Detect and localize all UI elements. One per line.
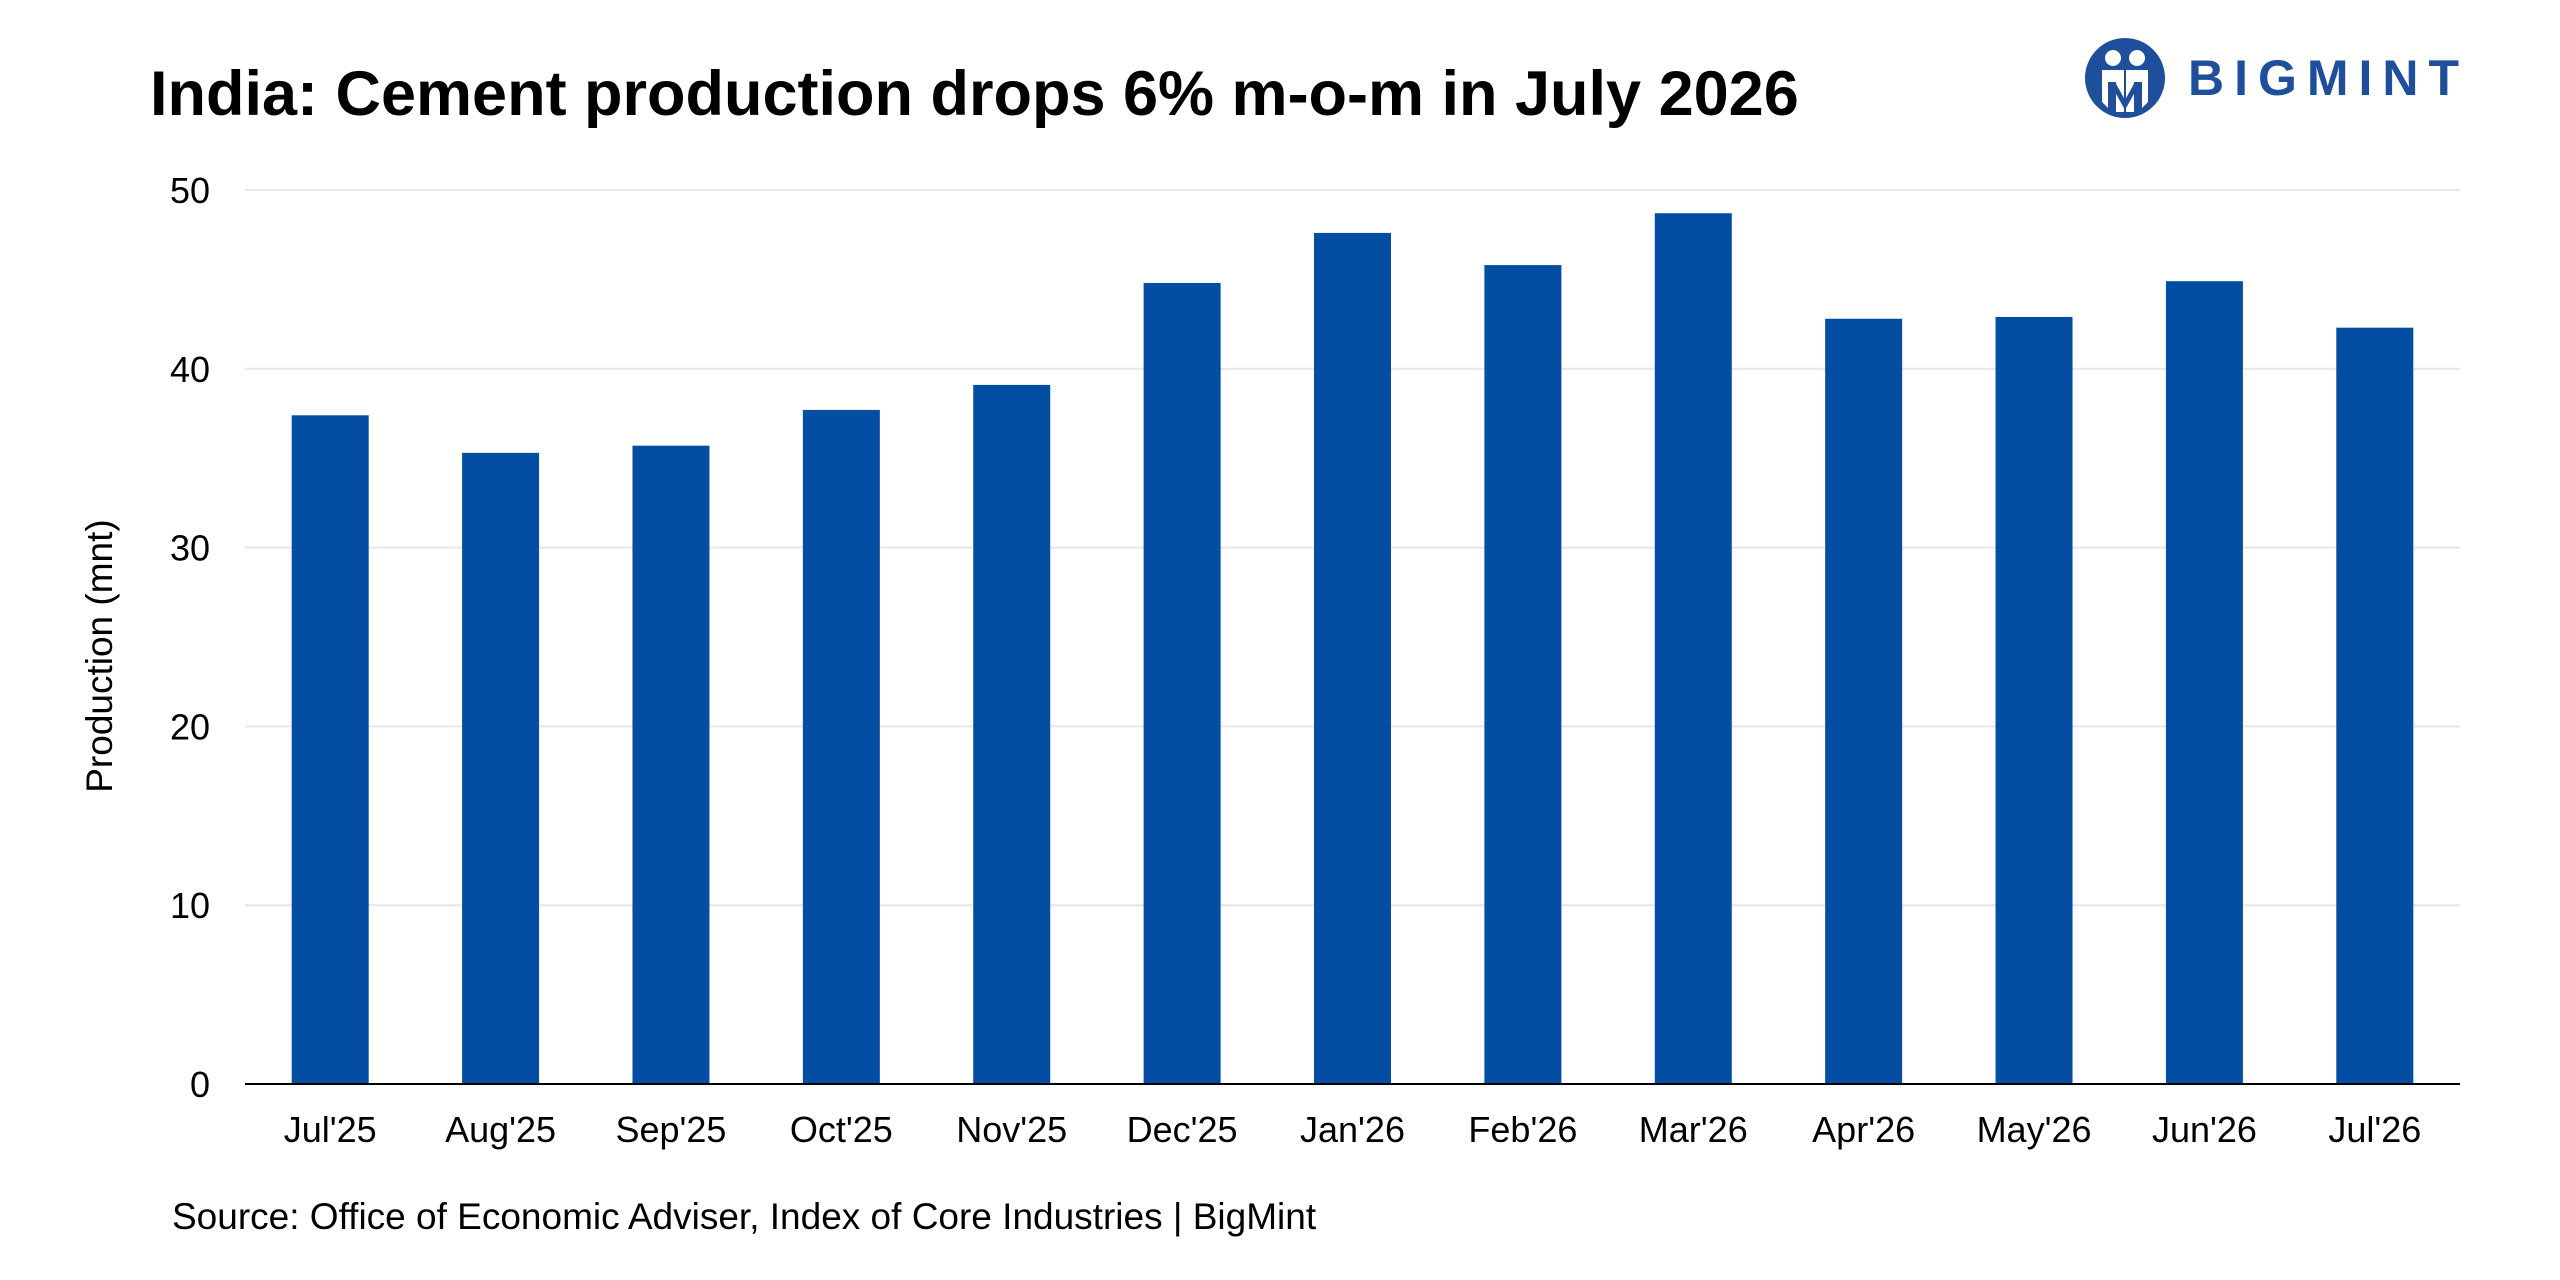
y-tick-label: 20 [170, 706, 210, 747]
x-tick-label: Sep'25 [615, 1109, 726, 1150]
bar [2336, 327, 2414, 1084]
x-tick-label: Aug'25 [445, 1109, 556, 1150]
brand-logo: BIGMINT [2082, 36, 2469, 120]
bar [1314, 232, 1391, 1085]
bar [291, 415, 369, 1085]
bar [1825, 318, 1903, 1085]
y-axis-title: Production (mnt) [79, 519, 120, 793]
bar [973, 384, 1051, 1085]
x-tick-label: Feb'26 [1468, 1109, 1577, 1150]
bar [1143, 282, 1221, 1084]
tick-labels: 0 10 20 30 40 50 Jul'25 Aug'25 Sep'25 Oct'25 Nov'2… [170, 170, 2421, 1150]
x-tick-label: May'26 [1977, 1109, 2092, 1150]
y-tick-label: 30 [170, 528, 210, 569]
x-tick-label: Nov'25 [956, 1109, 1067, 1150]
y-tick-label: 50 [170, 170, 210, 211]
x-tick-label: Jan'26 [1300, 1109, 1405, 1150]
y-tick-label: 0 [190, 1064, 210, 1105]
x-tick-label: Jul'26 [2328, 1109, 2421, 1150]
bar [802, 409, 880, 1084]
bar [1484, 265, 1562, 1084]
y-tick-label: 40 [170, 349, 210, 390]
bar [632, 445, 710, 1085]
y-tick-label: 10 [170, 885, 210, 926]
source-note: Source: Office of Economic Adviser, Inde… [172, 1196, 1317, 1237]
x-tick-label: Mar'26 [1639, 1109, 1748, 1150]
bar [462, 452, 540, 1084]
logo-text: BIGMINT [2188, 50, 2470, 106]
bar [2165, 281, 2243, 1084]
bigmint-logo-icon [2085, 38, 2165, 118]
x-tick-label: Oct'25 [790, 1109, 893, 1150]
x-tick-label: Jul'25 [284, 1109, 377, 1150]
chart-title: India: Cement production drops 6% m-o-m … [150, 59, 1799, 129]
bar [1995, 316, 2073, 1084]
x-tick-label: Jun'26 [2152, 1109, 2257, 1150]
x-tick-label: Apr'26 [1812, 1109, 1915, 1150]
x-tick-label: Dec'25 [1127, 1109, 1238, 1150]
bar [1654, 213, 1732, 1084]
bars [291, 213, 2414, 1085]
